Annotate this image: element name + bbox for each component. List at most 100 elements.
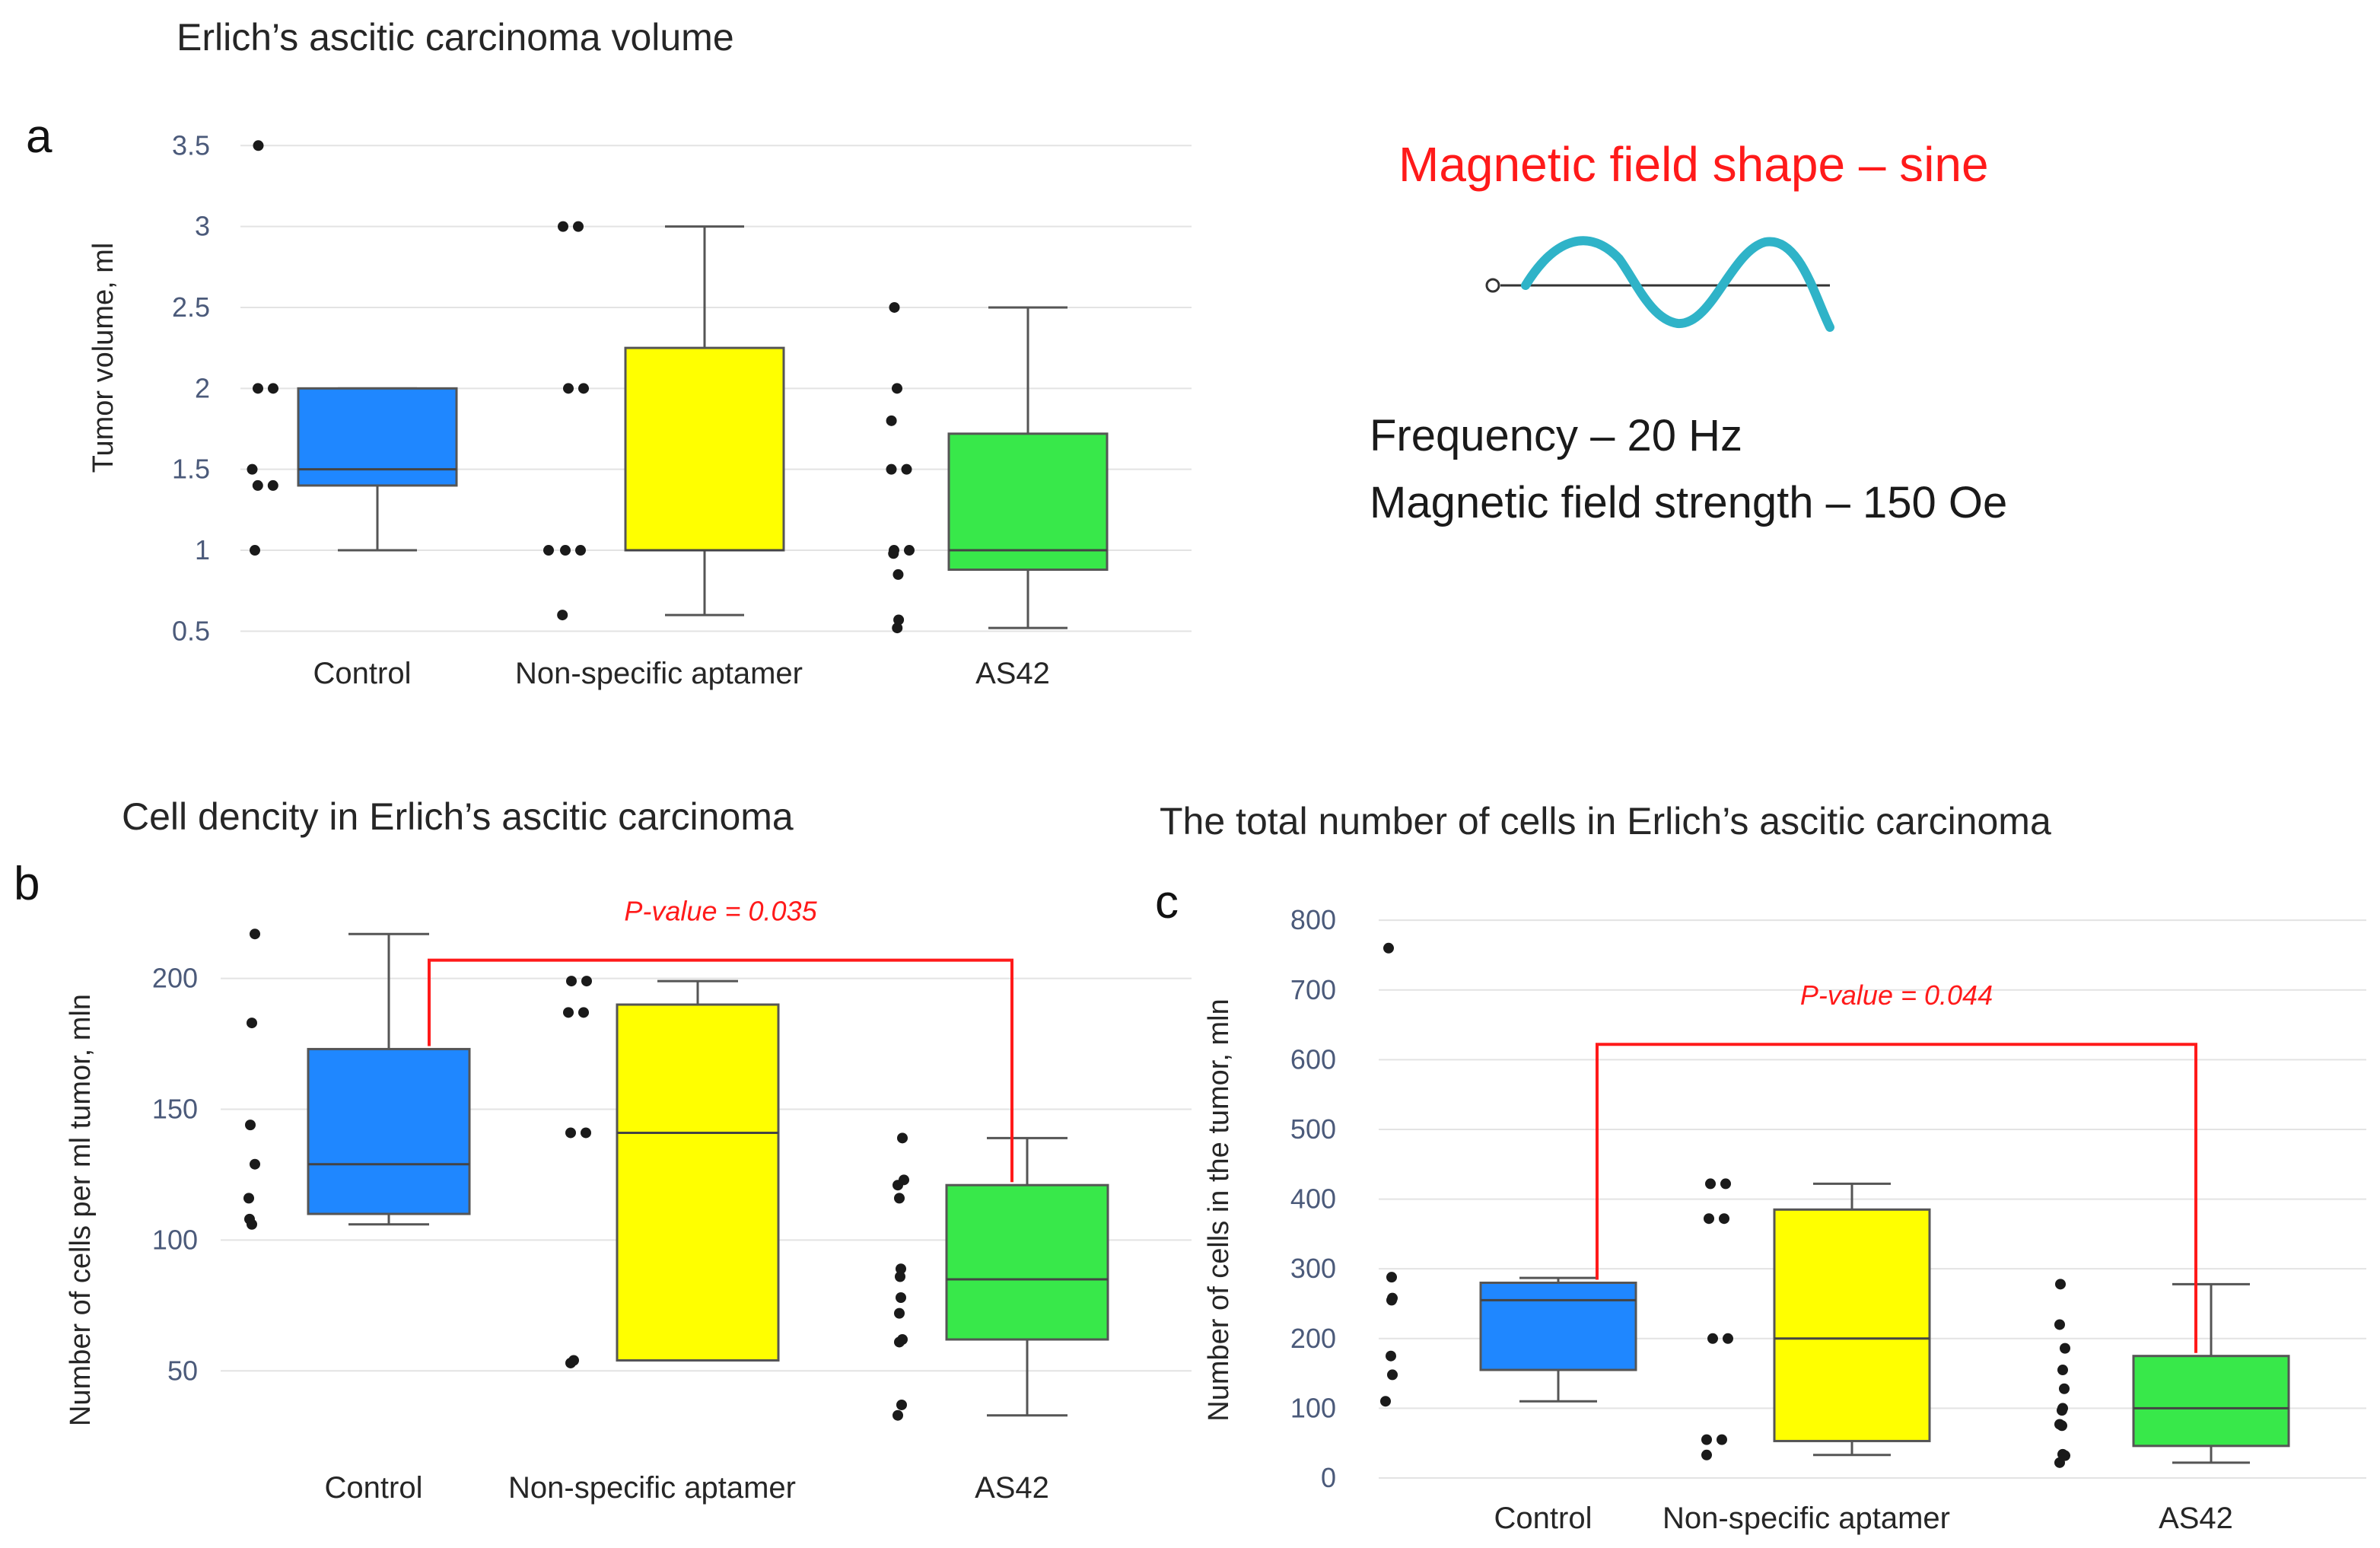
y-tick-label: 50 <box>167 1355 198 1386</box>
data-point <box>896 1263 906 1275</box>
data-point <box>243 1193 254 1204</box>
data-point <box>557 610 568 621</box>
frequency-label: Frequency – 20 Hz <box>1370 411 1742 460</box>
sine-wave-icon <box>1485 236 1834 332</box>
category-label: Control <box>1494 1502 1592 1535</box>
y-tick-label: 100 <box>1290 1392 1336 1423</box>
pvalue-label: P-value = 0.044 <box>1800 979 1993 1011</box>
panel-b-title: Cell dencity in Erlich’s ascitic carcino… <box>122 795 794 838</box>
box-2 <box>947 306 1109 629</box>
panel-c-letter: c <box>1155 876 1179 928</box>
box-0 <box>297 387 458 552</box>
y-tick-label: 200 <box>152 963 198 994</box>
data-point <box>2057 1420 2067 1432</box>
y-tick-label: 150 <box>152 1094 198 1125</box>
data-point <box>896 1292 906 1303</box>
category-label: AS42 <box>975 657 1050 690</box>
data-point <box>543 545 554 556</box>
category-label: Control <box>325 1471 423 1505</box>
data-point <box>1704 1213 1714 1225</box>
data-point <box>1720 1178 1731 1190</box>
data-point <box>1386 1272 1397 1283</box>
data-point <box>1383 942 1394 954</box>
data-point <box>1387 1369 1398 1381</box>
panel-b-letter: b <box>14 858 40 910</box>
data-point <box>892 383 902 394</box>
data-point <box>252 479 263 491</box>
data-point <box>895 1271 905 1282</box>
box-iqr <box>1479 1282 1637 1371</box>
data-point <box>886 463 897 475</box>
panel-b-plot: 50 100 150 200 Control Non-specific aptamer AS… <box>152 896 1192 1505</box>
panel-a-ylabel: Tumor volume, ml <box>88 243 119 473</box>
panel-c-title: The total number of cells in Erlich’s as… <box>1160 800 2051 842</box>
box-iqr <box>624 346 785 552</box>
data-point <box>894 1308 905 1319</box>
data-point <box>1705 1178 1716 1190</box>
data-point <box>894 1193 905 1204</box>
data-point <box>889 301 900 313</box>
data-point <box>581 976 592 987</box>
data-point <box>563 1007 574 1018</box>
y-tick-label: 100 <box>152 1224 198 1255</box>
y-tick-label: 3 <box>195 211 210 242</box>
panel-c-ylabel: Number of cells in the tumor, mln <box>1203 999 1235 1421</box>
data-point <box>578 383 589 394</box>
data-point <box>560 545 571 556</box>
category-label: AS42 <box>975 1471 1049 1505</box>
y-tick-label: 700 <box>1290 974 1336 1005</box>
y-tick-label: 600 <box>1290 1043 1336 1075</box>
data-point <box>250 928 260 940</box>
data-point <box>1723 1333 1733 1344</box>
data-point <box>892 569 904 580</box>
data-point <box>892 623 903 634</box>
field-strength-label: Magnetic field strength – 150 Oe <box>1370 478 2007 527</box>
magnetic-field-shape-title: Magnetic field shape – sine <box>1398 137 1989 192</box>
data-point <box>1701 1434 1712 1445</box>
data-point <box>575 545 586 556</box>
box-2 <box>945 1136 1109 1417</box>
data-point <box>563 383 574 394</box>
box-2 <box>2132 1282 2290 1464</box>
data-point <box>578 1007 589 1018</box>
panel-b-ylabel: Number of cells per ml tumor, mln <box>65 994 97 1426</box>
data-point <box>2060 1343 2070 1354</box>
y-tick-label: 300 <box>1290 1253 1336 1284</box>
data-point <box>573 221 584 232</box>
data-point <box>247 1218 257 1230</box>
data-point <box>1380 1396 1391 1407</box>
data-point <box>892 1409 903 1421</box>
category-label: AS42 <box>2159 1502 2233 1535</box>
panel-c-plot: 0 100 200 300 400 500 600 700 800 Control Non-spec… <box>1290 904 2366 1535</box>
box-iqr <box>307 1047 471 1215</box>
box-iqr <box>947 432 1109 572</box>
y-tick-label: 800 <box>1290 904 1336 935</box>
box-1 <box>624 225 785 616</box>
data-point <box>904 545 915 556</box>
category-label: Non-specific aptamer <box>1662 1502 1950 1535</box>
box-iqr <box>945 1183 1109 1341</box>
data-point <box>1386 1350 1396 1362</box>
data-point <box>892 1180 903 1191</box>
data-point <box>268 383 278 394</box>
box-iqr <box>616 1003 780 1362</box>
data-point <box>247 463 258 475</box>
box-0 <box>1479 1276 1637 1403</box>
data-point <box>886 415 897 426</box>
data-point <box>896 1399 907 1410</box>
box-iqr <box>2132 1355 2290 1448</box>
data-point <box>2054 1457 2065 1468</box>
data-point <box>2059 1383 2070 1394</box>
y-tick-label: 1 <box>195 534 210 565</box>
panel-a-plot: 0.5 1 1.5 2 2.5 3 3.5 Control Non-specific aptam… <box>172 129 1192 690</box>
data-point <box>2057 1405 2067 1416</box>
data-point <box>2057 1365 2068 1376</box>
data-point <box>888 548 899 559</box>
data-point <box>1717 1434 1727 1445</box>
data-point <box>1719 1213 1729 1225</box>
panel-a-letter: a <box>26 110 52 163</box>
data-point <box>2055 1279 2066 1290</box>
box-iqr <box>1773 1208 1931 1442</box>
data-point <box>565 1357 576 1368</box>
